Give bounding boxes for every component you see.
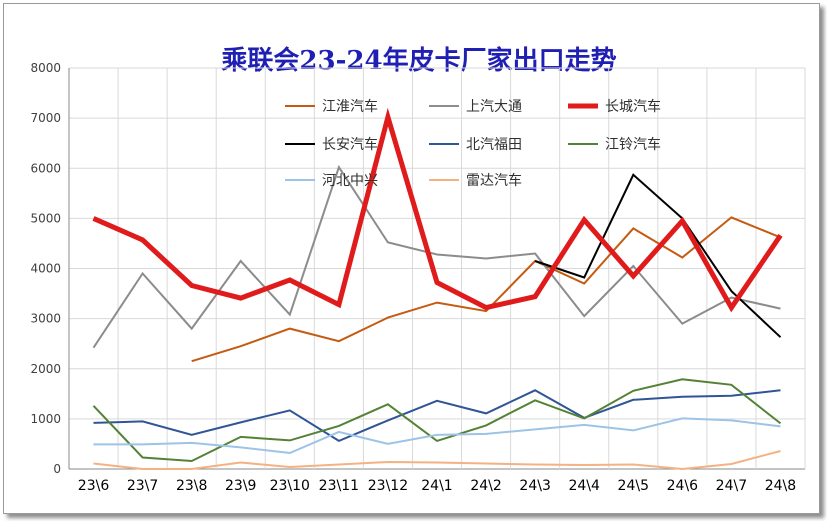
series-line bbox=[93, 450, 781, 471]
x-tick-label: 23\9 bbox=[225, 478, 256, 494]
grid bbox=[68, 67, 806, 470]
y-tick-label: 6000 bbox=[30, 161, 61, 175]
x-tick-label: 23\11 bbox=[319, 478, 359, 494]
legend-label: 上汽大通 bbox=[466, 99, 522, 115]
chart-frame: 乘联会23-24年皮卡厂家出口走势 0 1000 2000 3000 4000 5000 6… bbox=[3, 3, 820, 514]
x-axis: 23\6 23\7 23\8 23\9 23\10 23\11 23\12 24\1 24\2 2… bbox=[78, 478, 796, 494]
x-tick-label: 24\3 bbox=[519, 478, 550, 494]
y-tick-label: 4000 bbox=[30, 262, 61, 276]
y-tick-label: 0 bbox=[53, 462, 61, 476]
y-tick-label: 8000 bbox=[30, 61, 61, 75]
y-tick-label: 2000 bbox=[30, 362, 61, 376]
x-tick-label: 24\1 bbox=[421, 478, 452, 494]
x-tick-label: 23\8 bbox=[176, 478, 207, 494]
legend-label: 北汽福田 bbox=[466, 137, 522, 153]
x-tick-label: 23\12 bbox=[368, 478, 408, 494]
x-tick-label: 24\7 bbox=[716, 478, 747, 494]
x-tick-label: 24\2 bbox=[470, 478, 501, 494]
x-tick-label: 23\10 bbox=[270, 478, 310, 494]
x-tick-label: 24\8 bbox=[765, 478, 796, 494]
series-line bbox=[191, 216, 781, 363]
series-lines bbox=[92, 107, 783, 471]
series-line bbox=[93, 389, 781, 443]
legend-label: 长安汽车 bbox=[322, 136, 378, 153]
legend-label: 雷达汽车 bbox=[466, 172, 522, 189]
y-tick-label: 5000 bbox=[30, 211, 61, 225]
x-tick-label: 23\6 bbox=[78, 478, 110, 494]
x-tick-label: 24\5 bbox=[618, 478, 649, 494]
series-line bbox=[92, 107, 783, 313]
series-line bbox=[93, 417, 781, 455]
legend-label: 长城汽车 bbox=[605, 98, 661, 115]
y-tick-label: 3000 bbox=[30, 312, 61, 326]
legend-label: 河北中兴 bbox=[322, 173, 378, 189]
chart-title: 乘联会23-24年皮卡厂家出口走势 bbox=[220, 45, 616, 76]
y-tick-label: 7000 bbox=[30, 111, 61, 125]
legend-label: 江铃汽车 bbox=[605, 136, 661, 153]
line-chart: 乘联会23-24年皮卡厂家出口走势 0 1000 2000 3000 4000 5000 6… bbox=[30, 45, 806, 494]
legend-label: 江淮汽车 bbox=[322, 98, 378, 115]
x-tick-label: 23\7 bbox=[127, 478, 158, 494]
x-tick-label: 24\4 bbox=[568, 478, 600, 494]
x-tick-label: 24\6 bbox=[667, 478, 699, 494]
series-line bbox=[92, 164, 781, 349]
y-tick-label: 1000 bbox=[30, 412, 61, 426]
series-line bbox=[92, 378, 782, 463]
y-axis: 0 1000 2000 3000 4000 5000 6000 7000 8000 bbox=[30, 61, 70, 476]
